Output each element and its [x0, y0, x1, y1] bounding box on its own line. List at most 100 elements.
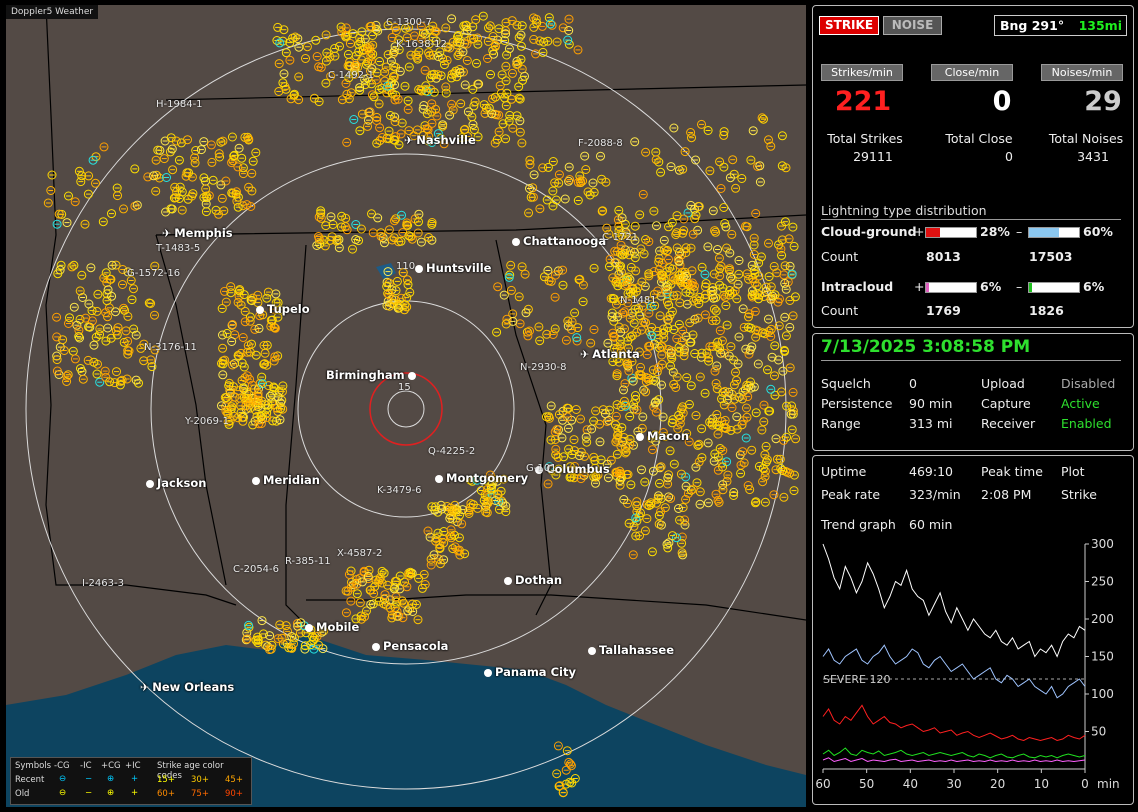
- strike-symbol: [641, 387, 651, 397]
- strike-symbol: [632, 497, 642, 507]
- strike-symbol: [62, 371, 72, 381]
- strike-symbol: [427, 235, 437, 245]
- strike-symbol: [749, 265, 759, 275]
- storm-id-label[interactable]: C-1492-1: [328, 70, 375, 81]
- storm-id-label[interactable]: C-1300-7: [386, 17, 433, 28]
- strike-symbol: [357, 27, 367, 37]
- storm-id-label[interactable]: Y-2069-1: [185, 416, 229, 427]
- strike-symbol: [281, 48, 291, 58]
- strike-symbol: [481, 507, 491, 517]
- storm-id-label[interactable]: I-2463-3: [82, 578, 124, 589]
- strike-symbol: [441, 23, 451, 33]
- strike-symbol: [672, 211, 682, 221]
- close-ring: [369, 372, 443, 446]
- strike-symbol: [64, 191, 73, 201]
- bearing-range: 135mi: [1078, 18, 1122, 33]
- city-meridian: Meridian: [252, 473, 320, 487]
- noise-button[interactable]: NOISE: [883, 16, 942, 35]
- strike-symbol: [575, 171, 585, 181]
- strike-symbol: [183, 135, 192, 145]
- strike-symbol: [678, 164, 688, 174]
- strike-symbol: [107, 291, 117, 301]
- strike-symbol: [636, 325, 646, 335]
- strike-symbol: [669, 325, 679, 335]
- strike-symbol: [651, 436, 661, 446]
- strike-symbol: [615, 341, 625, 351]
- strike-symbol: [525, 160, 535, 169]
- strike-symbol: [617, 213, 627, 223]
- strike-symbol: [404, 126, 414, 136]
- strike-symbol: [424, 131, 434, 141]
- strike-symbol: [272, 36, 282, 45]
- strike-symbol: [644, 308, 654, 318]
- strike-symbol: [262, 360, 272, 370]
- strike-symbol: [722, 395, 732, 405]
- strike-symbol: [718, 283, 728, 293]
- strike-symbol: [251, 350, 261, 360]
- lightning-map[interactable]: Doppler5 Weather ✈ Nashville ✈ Memphis Chatt…: [6, 5, 806, 807]
- strike-symbol: [146, 355, 156, 365]
- strike-symbol: [238, 163, 248, 173]
- strike-symbol: [588, 178, 598, 188]
- strike-symbol: [764, 238, 773, 248]
- strike-symbol: [616, 327, 626, 337]
- storm-id-label[interactable]: G-101: [526, 463, 557, 474]
- strike-symbol: [467, 112, 477, 122]
- strike-symbol: [711, 227, 721, 237]
- strike-symbol: [121, 326, 131, 336]
- storm-id-label[interactable]: K-1638-12: [396, 39, 447, 50]
- strike-symbol: [738, 447, 748, 457]
- storm-id-label[interactable]: G-1572-16: [127, 268, 181, 279]
- strike-symbol: [564, 162, 574, 172]
- close-per-min-header: Close/min: [931, 64, 1013, 81]
- strike-symbol: [769, 490, 779, 500]
- storm-id-label[interactable]: 110: [396, 261, 416, 272]
- strike-symbol: [742, 403, 751, 413]
- strike-symbol: [691, 462, 701, 472]
- strike-symbol: [657, 380, 666, 390]
- storm-id-label[interactable]: N-3176-11: [144, 342, 197, 353]
- strike-symbol: [274, 87, 284, 96]
- strike-symbol: [379, 599, 389, 609]
- storm-id-label[interactable]: Q-4225-2: [428, 446, 476, 457]
- legend-neg-cg: -CG: [54, 761, 70, 771]
- strike-symbol: [782, 401, 792, 411]
- strike-symbol: [659, 235, 669, 245]
- strike-symbol: [678, 402, 688, 412]
- strike-symbol: [535, 204, 545, 214]
- strike-symbol: [357, 577, 367, 587]
- strike-symbol: [706, 287, 716, 296]
- strike-button[interactable]: STRIKE: [819, 16, 879, 35]
- storm-id-label[interactable]: C-2054-6: [233, 564, 280, 575]
- storm-id-label[interactable]: H-1984-1: [156, 99, 203, 110]
- strike-symbol: [403, 96, 413, 106]
- strike-symbol: [680, 520, 690, 530]
- storm-id-label[interactable]: K-3479-6: [377, 485, 422, 496]
- strike-symbol: [499, 474, 509, 484]
- strike-symbol: [316, 62, 326, 72]
- storm-id-label[interactable]: N-1481: [620, 295, 657, 306]
- storm-id-label[interactable]: C-1721: [602, 232, 639, 243]
- strike-symbol: [573, 323, 583, 333]
- strike-symbol: [74, 332, 84, 341]
- storm-id-label[interactable]: R-385-11: [285, 556, 331, 567]
- strike-symbol: [734, 332, 744, 342]
- strike-symbol: [672, 290, 682, 300]
- strike-symbol: [769, 261, 779, 271]
- storm-id-label[interactable]: F-2088-8: [578, 138, 623, 149]
- strike-symbol: [678, 326, 688, 335]
- strike-symbol: [733, 359, 743, 369]
- strike-symbol: [220, 286, 229, 296]
- strike-symbol: [697, 348, 707, 358]
- strike-symbol: [561, 765, 571, 775]
- storm-id-label[interactable]: N-2930-8: [520, 362, 567, 373]
- strike-symbol: [99, 273, 109, 283]
- strike-symbol: [486, 484, 496, 494]
- strike-symbol: [558, 265, 568, 275]
- strike-symbol: [457, 133, 467, 143]
- storm-id-label[interactable]: 15: [398, 382, 411, 393]
- storm-id-label[interactable]: X-4587-2: [337, 548, 383, 559]
- strike-symbol: [631, 513, 641, 523]
- strike-symbol: [744, 309, 754, 319]
- storm-id-label[interactable]: T-1483-5: [156, 243, 201, 254]
